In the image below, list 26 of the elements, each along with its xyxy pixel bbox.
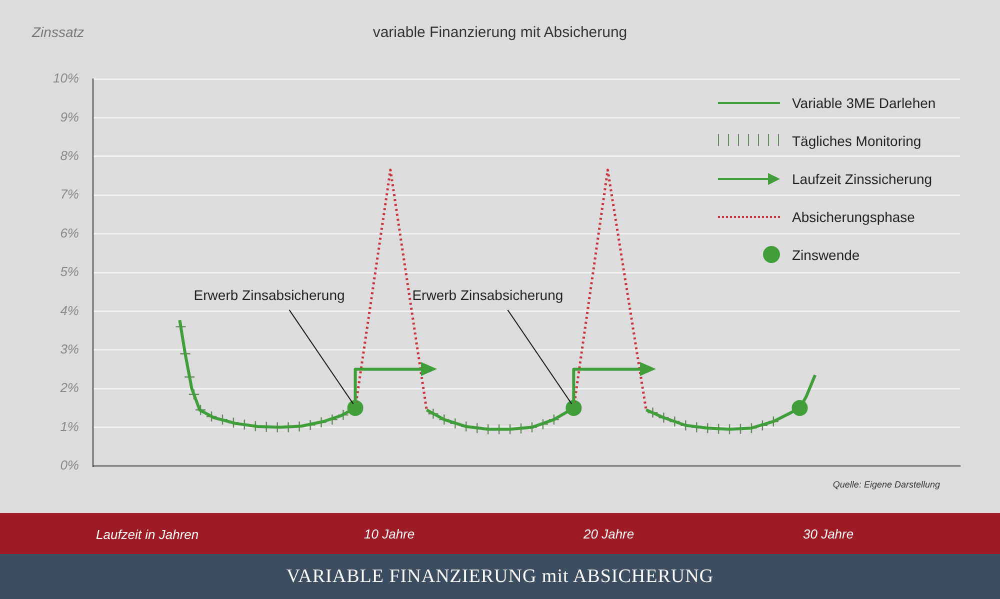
y-tick-label: 5%	[60, 264, 79, 280]
x-tick-label: 30 Jahre	[803, 526, 854, 542]
x-tick-label: 20 Jahre	[582, 526, 634, 542]
text: VARIABLE FINANZIERUNG mit ABSICHERUNG	[0, 554, 1000, 599]
legend-label: Absicherungsphase	[792, 209, 915, 225]
legend-label: Variable 3ME Darlehen	[792, 95, 936, 111]
y-tick-label: 4%	[60, 302, 79, 318]
y-tick-label: 7%	[60, 186, 79, 202]
legend-label: Zinswende	[792, 247, 860, 263]
x-tick-label: 10 Jahre	[364, 526, 415, 542]
legend-label: Tägliches Monitoring	[792, 133, 922, 149]
annotation: Erwerb Zinsabsicherung	[194, 286, 345, 303]
y-tick-label: 9%	[60, 109, 79, 124]
y-axis-title: Zinssatz	[31, 24, 84, 40]
y-tick-label: 10%	[52, 70, 79, 86]
y-tick-label: 2%	[59, 380, 79, 396]
y-tick-label: 3%	[60, 342, 79, 357]
legend-label: Laufzeit Zinssicherung	[792, 171, 932, 187]
annotation: Erwerb Zinsabsicherung	[412, 286, 564, 303]
source-note: Quelle: Eigene Darstellung	[832, 480, 940, 490]
x-axis-title: Laufzeit in Jahren	[96, 527, 199, 542]
y-tick-label: 1%	[60, 418, 79, 434]
y-tick-label: 6%	[60, 225, 79, 240]
y-tick-label: 8%	[60, 148, 79, 164]
y-tick-label: 0%	[60, 458, 79, 473]
chart-title: variable Finanzierung mit Absicherung	[372, 24, 628, 42]
